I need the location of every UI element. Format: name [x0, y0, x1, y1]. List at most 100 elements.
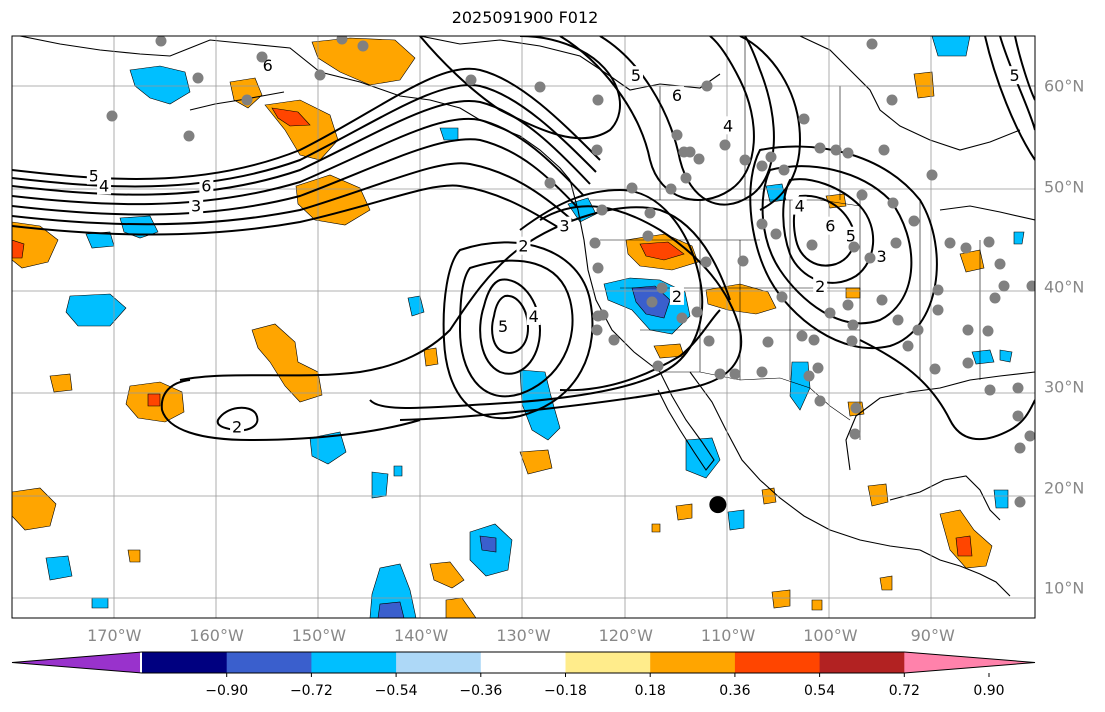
contour-label-bg [189, 196, 204, 215]
contour-label: 4 [723, 116, 733, 135]
station-dot [656, 282, 668, 294]
station-dot [998, 280, 1010, 292]
contour-line [12, 117, 585, 206]
station-dot [1024, 430, 1035, 442]
anomaly-positive [913, 71, 935, 99]
contour-label: 3 [876, 247, 886, 266]
contour-label-bg [823, 216, 838, 235]
station-dot [887, 197, 899, 209]
station-dot [814, 142, 826, 154]
contour-label-bg [669, 286, 684, 305]
colorbar-band [734, 652, 821, 673]
anomaly-negative [519, 369, 561, 441]
colorbar-extend-high [904, 652, 1035, 673]
station-dot [671, 129, 683, 141]
station-dot [729, 368, 741, 380]
latitude-tick-label: 50°N [1044, 177, 1085, 197]
colorbar-tick-label: −0.18 [544, 683, 587, 699]
anomaly-positive [147, 393, 161, 407]
contour-label: 4 [795, 197, 805, 216]
contour-label: 5 [631, 66, 641, 85]
anomaly-negative [993, 489, 1009, 509]
contour-line [1014, 36, 1035, 101]
contour-label-bg [230, 417, 245, 436]
station-dot [756, 218, 768, 230]
contour-label-bg [97, 176, 112, 195]
anomaly-positive [519, 449, 553, 475]
station-dot [876, 294, 888, 306]
anomaly-negative [91, 597, 109, 609]
contours [12, 36, 1035, 442]
colorbar-band [565, 652, 651, 673]
station-dot [762, 336, 774, 348]
contour-label-bg [526, 306, 541, 325]
station-dot [703, 335, 715, 347]
colorbar-band [226, 652, 312, 673]
anomaly-positive [955, 535, 973, 557]
station-dot [765, 151, 777, 163]
contour-line [442, 241, 594, 420]
anomaly-positive [867, 483, 889, 507]
anomaly-positive [811, 599, 823, 611]
contour-line [984, 36, 1035, 161]
station-dot [989, 292, 1001, 304]
latitude-tick-label: 10°N [1044, 578, 1085, 598]
anomaly-negative [685, 437, 721, 479]
contour-line [369, 188, 704, 409]
contour-label-bg [669, 86, 684, 105]
contour-label: 5 [498, 317, 508, 336]
contour-line [12, 99, 591, 196]
station-dot [847, 319, 859, 331]
station-dot [982, 325, 994, 337]
highlighted-point [709, 496, 727, 514]
station-dot [808, 334, 820, 346]
station-dot [589, 237, 601, 249]
station-dot [886, 94, 898, 106]
colorbar-band [311, 652, 397, 673]
contour-line [179, 206, 731, 381]
anomaly-negative [727, 509, 745, 531]
longitude-tick-label: 90°W [910, 626, 955, 645]
station-dot [842, 147, 854, 159]
colorbar-tick-label: −0.90 [205, 683, 249, 699]
contour-label-bg [199, 176, 214, 195]
station-dot [912, 324, 924, 336]
anomaly-positive [771, 589, 791, 609]
contour-label-bg [813, 276, 828, 295]
station-dot [864, 252, 876, 264]
anomaly-positive [639, 241, 685, 261]
colorbar-band [396, 652, 482, 673]
coastline-alaska [19, 36, 571, 181]
anomaly-positive [271, 107, 311, 127]
anomaly-positive [879, 575, 893, 591]
contour-label: 5 [846, 227, 856, 246]
colorbar-outline [11, 651, 1036, 674]
anomaly-positive [429, 561, 465, 589]
colorbar-tick-label: −0.72 [289, 683, 333, 699]
contour-line [12, 84, 597, 188]
coastline-central-america [919, 549, 1011, 597]
anomaly-negative [65, 293, 127, 327]
anomaly-positive [311, 37, 416, 86]
anomaly-negative [931, 36, 971, 57]
anomaly-negative [45, 555, 73, 581]
station-dot [719, 139, 731, 151]
station-dot [814, 395, 826, 407]
contour-line [458, 259, 574, 398]
contour-label-bg [629, 66, 644, 85]
station-dot [192, 72, 204, 84]
station-dot [714, 368, 726, 380]
station-dot [534, 81, 546, 93]
contour-label: 5 [89, 166, 99, 185]
contour-label: 5 [1009, 66, 1019, 85]
contour-line [12, 67, 601, 180]
contour-line [479, 278, 542, 375]
station-dot [701, 80, 713, 92]
contour-line [739, 36, 802, 211]
station-dot [798, 113, 810, 125]
station-dot [357, 40, 369, 52]
anomaly-positive [423, 347, 439, 367]
station-marker-layer [709, 496, 727, 514]
station-dot [544, 177, 556, 189]
contour-line [419, 36, 621, 140]
